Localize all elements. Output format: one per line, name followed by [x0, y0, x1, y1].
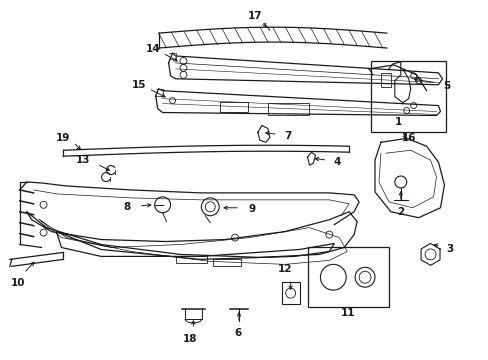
Bar — [213, 260, 241, 266]
Bar — [370, 61, 446, 132]
Text: 14: 14 — [145, 44, 160, 54]
Text: 12: 12 — [277, 264, 291, 274]
Text: 19: 19 — [56, 133, 70, 143]
Text: 7: 7 — [284, 131, 291, 141]
Text: 15: 15 — [131, 80, 146, 90]
Text: 1: 1 — [394, 117, 402, 127]
Bar — [281, 282, 299, 304]
Bar — [307, 247, 388, 307]
Text: 3: 3 — [446, 244, 453, 255]
Text: 8: 8 — [123, 202, 130, 212]
Text: 17: 17 — [247, 11, 262, 21]
Bar — [220, 102, 247, 112]
Text: 11: 11 — [340, 308, 355, 318]
Text: 10: 10 — [10, 278, 25, 288]
Text: 18: 18 — [183, 334, 197, 344]
Text: 5: 5 — [442, 81, 449, 91]
Text: 6: 6 — [234, 328, 241, 338]
Text: 4: 4 — [333, 157, 340, 167]
Text: 16: 16 — [401, 133, 415, 143]
Bar — [380, 73, 390, 87]
Text: 2: 2 — [396, 207, 404, 217]
Text: 9: 9 — [248, 204, 255, 214]
Bar — [267, 103, 309, 114]
Text: 13: 13 — [76, 155, 90, 165]
Bar — [175, 256, 207, 264]
